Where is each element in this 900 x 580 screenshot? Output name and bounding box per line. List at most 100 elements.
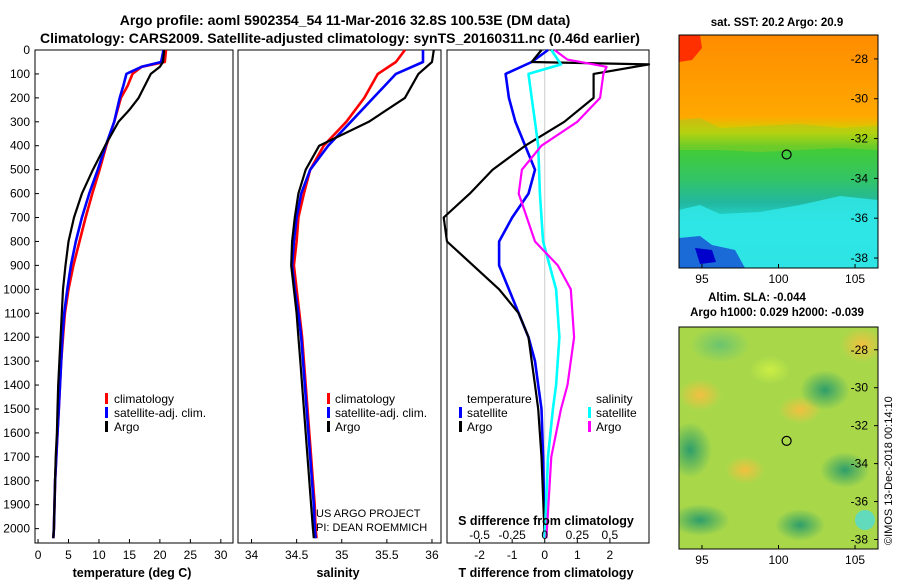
y-tick-label: 900 (10, 258, 30, 272)
y-tick-label: 1600 (3, 426, 30, 440)
y-tick-label: 200 (10, 91, 30, 105)
sla-low-blob (690, 327, 750, 363)
sla-high-blob (725, 456, 765, 484)
sst-argo-location-marker (781, 149, 792, 160)
y-tick-label: 1400 (3, 378, 30, 392)
legend-climatology-swatch (327, 393, 330, 404)
legend-satellite-adj-label: satellite-adj. clim. (114, 406, 206, 420)
difference-series (442, 48, 651, 539)
sla-map-field (679, 327, 878, 549)
credit-project: US ARGO PROJECT (316, 508, 421, 520)
legend-argo-swatch (327, 421, 330, 432)
difference-panel: -2 -1 0 1 2 T difference from climatology S … (442, 48, 651, 580)
sst-longitude-axis: 95 100 105 (695, 264, 865, 286)
sla-high-blob (840, 327, 878, 363)
lat-tick-label: -30 (851, 92, 869, 106)
legend-s-satellite-swatch (588, 407, 591, 418)
sla-longitude-axis: 95 100 105 (695, 545, 865, 567)
x-tick-label: 36 (425, 548, 439, 562)
salinity-x-axis: 34 34.5 35 35.5 36 (245, 539, 439, 562)
x-tick-label: 5 (65, 548, 72, 562)
sla-cyan-spot (855, 510, 875, 530)
y-tick-label: 1300 (3, 354, 30, 368)
y-tick-label: 0 (23, 43, 30, 57)
sla-map-panel: Altim. SLA: -0.044 Argo h1000: 0.029 h20… (678, 292, 879, 567)
temperature-panel: 0100200300400500600700800900100011001200… (3, 43, 451, 580)
legend-satellite-adj-swatch (105, 407, 108, 418)
lat-tick-label: -28 (851, 52, 869, 66)
lon-tick-label: 100 (768, 272, 788, 286)
lon-tick-label: 105 (845, 272, 865, 286)
x-tick-label: 15 (123, 548, 137, 562)
x-tick-label: 0 (35, 548, 42, 562)
x-tick-label: -2 (474, 548, 485, 562)
x-tick-label: 1 (574, 548, 581, 562)
temperature-x-label: temperature (deg C) (73, 566, 192, 580)
difference-legend: temperature satellite Argo salinity sate… (459, 392, 637, 434)
x-tick-label: 20 (153, 548, 167, 562)
lat-tick-label: -38 (851, 251, 869, 265)
legend-climatology-label: climatology (114, 392, 174, 406)
legend-t-argo-swatch (459, 421, 462, 432)
series-line-s-satellite (527, 49, 563, 539)
sst-warm-corner (679, 35, 702, 62)
y-tick-label: 700 (10, 211, 30, 225)
sla-high-blob (679, 379, 722, 411)
legend-satellite-adj-label: satellite-adj. clim. (335, 406, 427, 420)
legend-climatology-label: climatology (335, 392, 395, 406)
x-tick-label: 35.5 (375, 548, 399, 562)
series-line-t-satellite (497, 48, 549, 539)
x-tick-label: 10 (92, 548, 106, 562)
legend-argo-swatch (105, 421, 108, 432)
sst-map-panel: sat. SST: 20.2 Argo: 20.9 95 100 105 -28 -3… (678, 17, 879, 286)
legend-temperature-title: temperature (467, 392, 532, 406)
x-tick-label: 0 (541, 548, 548, 562)
x-tick-label: -1 (507, 548, 518, 562)
legend-s-argo-label: Argo (596, 420, 622, 434)
lon-tick-label: 105 (845, 553, 865, 567)
y-tick-label: 1700 (3, 450, 30, 464)
series-line-s-argo (517, 49, 608, 539)
difference-x-axis: -2 -1 0 1 2 (474, 539, 614, 562)
sla-low-blob (820, 452, 870, 488)
sla-low-blob (775, 509, 825, 541)
lat-tick-label: -36 (851, 495, 869, 509)
sst-map-title: sat. SST: 20.2 Argo: 20.9 (711, 17, 844, 29)
y-tick-label: 300 (10, 115, 30, 129)
sla-map-title-line1: Altim. SLA: -0.044 (708, 292, 806, 304)
s-diff-tick-label: -0.25 (498, 528, 526, 542)
salinity-x-label: salinity (316, 566, 359, 580)
legend-s-satellite-label: satellite (596, 406, 637, 420)
x-tick-label: 30 (214, 548, 228, 562)
x-tick-label: 2 (607, 548, 614, 562)
x-tick-label: 25 (184, 548, 198, 562)
sla-low-blob (679, 504, 730, 536)
lat-tick-label: -32 (851, 132, 869, 146)
s-diff-tick-label: 0.25 (566, 528, 590, 542)
legend-argo-label: Argo (114, 420, 140, 434)
legend-s-argo-swatch (588, 421, 591, 432)
s-difference-x-label: S difference from climatology (458, 514, 634, 528)
legend-t-satellite-swatch (459, 407, 462, 418)
s-diff-tick-label: 0.5 (602, 528, 619, 542)
lat-tick-label: -38 (851, 533, 869, 547)
y-tick-label: 1500 (3, 402, 30, 416)
lon-tick-label: 95 (695, 553, 709, 567)
salinity-panel: 34 34.5 35 35.5 36 salinity climatology sate… (237, 49, 442, 580)
t-difference-x-label: T difference from climatology (458, 566, 633, 580)
sst-latitude-axis: -28 -30 -32 -34 -36 -38 (851, 52, 878, 265)
temperature-x-axis: 0 5 10 15 20 25 30 (35, 539, 228, 562)
series-line-argo (290, 49, 435, 539)
credit-pi: PI: DEAN ROEMMICH (316, 522, 427, 534)
legend-t-argo-label: Argo (467, 420, 493, 434)
y-tick-label: 400 (10, 139, 30, 153)
salinity-series (290, 49, 435, 539)
series-line-argo (52, 49, 166, 539)
temperature-plot-frame (34, 49, 234, 544)
temperature-legend: climatology satellite-adj. clim. Argo (105, 392, 206, 434)
x-tick-label: 35 (335, 548, 349, 562)
figure-title-line1: Argo profile: aoml 5902354_54 11-Mar-201… (120, 12, 571, 28)
lat-tick-label: -30 (851, 381, 869, 395)
lat-tick-label: -36 (851, 211, 869, 225)
